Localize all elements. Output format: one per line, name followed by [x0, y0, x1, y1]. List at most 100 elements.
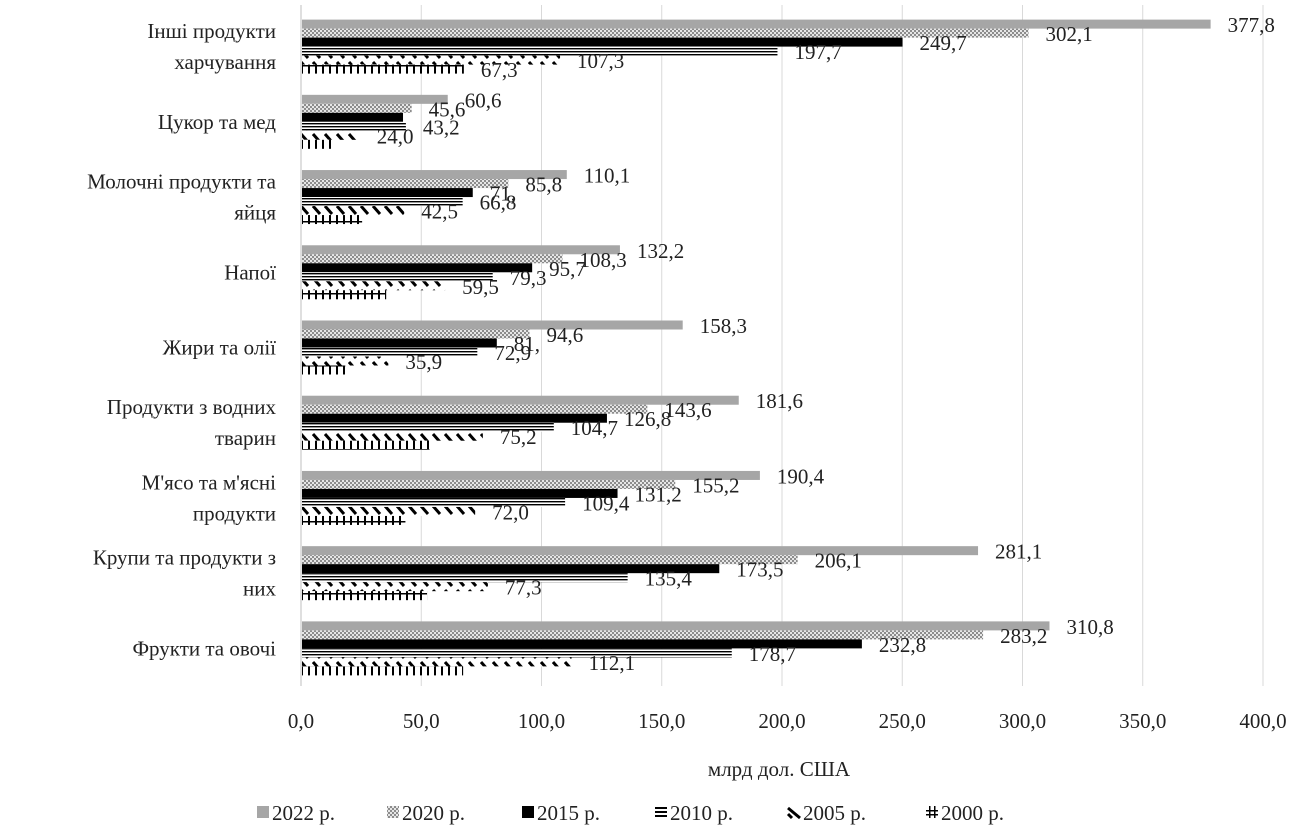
legend-item: 2015 р. [522, 801, 600, 825]
category-label: Жири та олії [163, 336, 277, 360]
legend-label: 2022 р. [272, 801, 335, 825]
data-label: 45,6 [429, 97, 466, 121]
data-label: 132,2 [637, 239, 684, 263]
data-label: 131,2 [635, 482, 682, 506]
data-label: 107,3 [577, 49, 624, 73]
bar [302, 197, 463, 207]
data-label: 190,4 [777, 464, 825, 488]
data-label: 59,5 [462, 275, 499, 299]
bar [302, 338, 497, 348]
x-tick-label: 200,0 [758, 709, 805, 733]
bar [302, 506, 476, 516]
bar [302, 347, 478, 357]
legend-item: 2005 р. [786, 801, 866, 825]
bar [302, 630, 984, 640]
data-label: 71, [490, 182, 516, 206]
data-label: 281,1 [995, 540, 1042, 564]
data-label: 155,2 [692, 473, 739, 497]
legend-item: 2010 р. [655, 801, 733, 825]
data-label: 72,0 [492, 500, 529, 524]
bar [302, 130, 360, 140]
legend-label: 2010 р. [670, 801, 733, 825]
data-label: 110,1 [584, 164, 630, 188]
x-tick-label: 300,0 [999, 709, 1046, 733]
category-label: Фрукти та овочі [132, 636, 276, 660]
x-tick-label: 400,0 [1239, 709, 1286, 733]
bar [302, 139, 336, 149]
x-axis-title: млрд дол. США [708, 757, 851, 781]
legend-swatch [522, 806, 534, 818]
data-label: 66,8 [480, 191, 517, 215]
bar [302, 422, 554, 432]
data-label: 302,1 [1046, 22, 1093, 46]
x-tick-label: 250,0 [879, 709, 926, 733]
legend-label: 2015 р. [537, 801, 600, 825]
legend-swatch [387, 806, 399, 818]
data-label: 173,5 [736, 558, 783, 582]
bar [302, 263, 533, 273]
bar [302, 479, 676, 489]
bar [302, 648, 732, 658]
bar [302, 103, 412, 113]
bar [302, 431, 483, 441]
bar [302, 215, 363, 225]
data-label: 181,6 [756, 389, 803, 413]
gridlines [300, 5, 1264, 686]
bar [302, 497, 566, 507]
data-label: 24,0 [377, 124, 414, 148]
data-label: 143,6 [664, 398, 711, 422]
data-label: 178,7 [749, 642, 796, 666]
category-label: Цукор та мед [158, 110, 276, 134]
bar [302, 188, 473, 198]
bar [302, 404, 648, 414]
bar [302, 46, 778, 56]
bar [302, 470, 760, 480]
bar [302, 121, 406, 131]
bar [302, 320, 683, 330]
bar [302, 28, 1029, 38]
bar [302, 290, 387, 300]
bar [302, 395, 739, 405]
legend-item: 2022 р. [257, 801, 335, 825]
bar [302, 582, 488, 592]
data-label: 35,9 [405, 350, 442, 374]
legend-swatch [786, 806, 801, 820]
category-label: Інші продукти харчування [147, 19, 276, 74]
data-label: 85,8 [525, 173, 562, 197]
data-label: 75,2 [500, 425, 537, 449]
data-label: 81, [514, 332, 540, 356]
data-label: 42,5 [421, 200, 458, 224]
data-label: 135,4 [645, 567, 693, 591]
bar [302, 245, 620, 255]
data-label: 43,2 [423, 115, 460, 139]
legend-swatch [926, 806, 938, 818]
data-label: 377,8 [1228, 13, 1275, 37]
data-label: 249,7 [920, 31, 967, 55]
legend-item: 2000 р. [926, 801, 1004, 825]
bar [302, 179, 509, 189]
data-label: 95,7 [549, 257, 586, 281]
bar [302, 365, 346, 375]
data-label: 310,8 [1066, 615, 1113, 639]
x-tick-label: 100,0 [518, 709, 565, 733]
bar [302, 55, 561, 65]
bar [302, 37, 903, 47]
data-label: 67,3 [481, 58, 518, 82]
bar [302, 591, 428, 601]
data-label: 79,3 [510, 266, 547, 290]
x-tick-label: 150,0 [638, 709, 685, 733]
data-label: 94,6 [547, 323, 584, 347]
legend-label: 2005 р. [803, 801, 866, 825]
bar [302, 564, 720, 574]
bar [302, 440, 430, 450]
legend-item: 2020 р. [387, 801, 465, 825]
x-tick-label: 50,0 [403, 709, 440, 733]
data-label: 126,8 [624, 407, 671, 431]
category-label: Напої [224, 260, 276, 284]
data-label: 77,3 [505, 576, 542, 600]
data-label: 158,3 [700, 314, 747, 338]
bar [302, 657, 572, 667]
data-label: 206,1 [815, 549, 862, 573]
data-label: 112,1 [589, 651, 635, 675]
legend-swatch [655, 807, 667, 817]
